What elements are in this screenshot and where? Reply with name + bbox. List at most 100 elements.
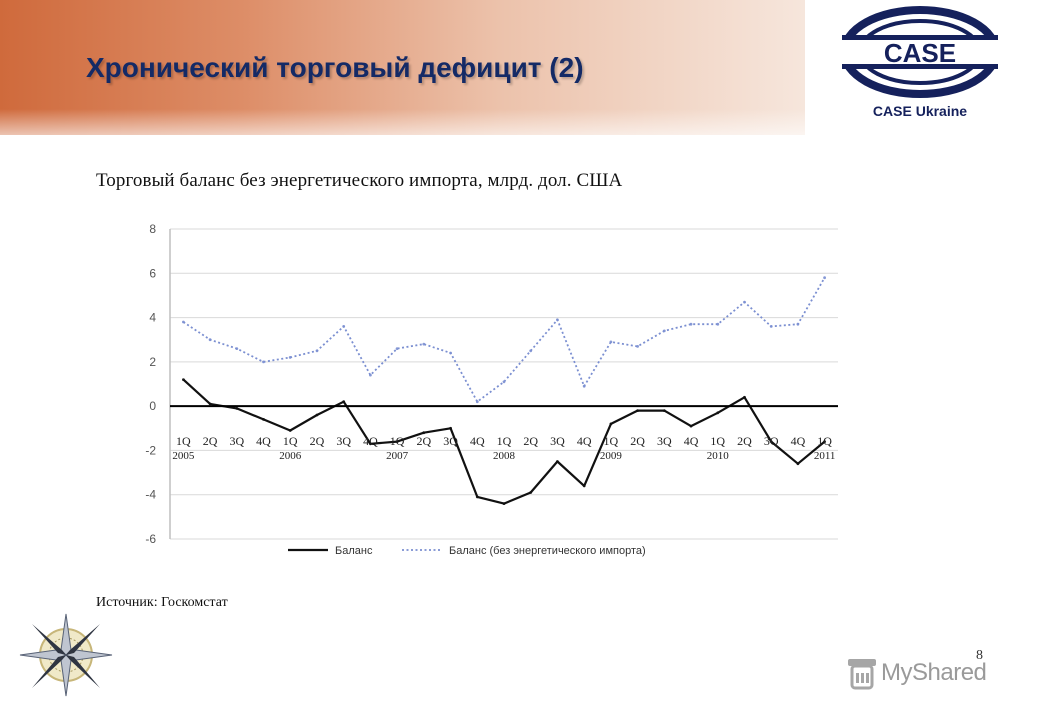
data-point bbox=[716, 411, 720, 415]
series-layer bbox=[182, 276, 826, 505]
line-chart: 8 6 4 2 0 -2 -4 -6 1Q 2005 2Q 3Q 4Q 1Q 2006 2Q 3Q 4Q 1Q 20… bbox=[145, 222, 838, 557]
data-point bbox=[262, 418, 265, 421]
x-tick-label: 4Q bbox=[577, 434, 592, 448]
compass-rose-icon bbox=[19, 613, 113, 697]
x-tick-label: 3Q bbox=[657, 434, 672, 448]
x-tick-label: 1Q bbox=[497, 434, 512, 448]
y-tick-label: -2 bbox=[145, 443, 156, 457]
data-point bbox=[609, 340, 613, 344]
x-tick-label: 1Q bbox=[390, 434, 405, 448]
data-point bbox=[823, 440, 826, 443]
data-point bbox=[182, 378, 185, 381]
data-point bbox=[235, 407, 239, 410]
data-point bbox=[796, 462, 800, 466]
x-axis-ticks: 1Q 2005 2Q 3Q 4Q 1Q 2006 2Q 3Q 4Q 1Q 2007 2Q 3Q 4Q 1Q 20… bbox=[170, 405, 838, 462]
data-point bbox=[743, 395, 746, 399]
data-point bbox=[662, 409, 666, 412]
data-point bbox=[235, 347, 239, 350]
data-point bbox=[315, 413, 319, 417]
x-year-label: 2007 bbox=[386, 450, 409, 462]
header-band bbox=[0, 0, 805, 135]
case-logo: CASE CASE Ukraine bbox=[805, 0, 1040, 135]
x-year-label: 2005 bbox=[172, 450, 195, 462]
data-point bbox=[769, 440, 773, 443]
x-tick-label: 2Q bbox=[203, 434, 218, 448]
data-point bbox=[502, 502, 506, 505]
x-tick-label: 1Q bbox=[817, 434, 832, 448]
legend-label: Баланс bbox=[335, 545, 373, 557]
x-tick-label: 3Q bbox=[764, 434, 779, 448]
x-tick-label: 4Q bbox=[470, 434, 485, 448]
data-point bbox=[716, 322, 720, 326]
logo-caption: CASE Ukraine bbox=[873, 103, 967, 119]
x-tick-label: 1Q bbox=[283, 434, 298, 448]
chart-title: Торговый баланс без энергетического импо… bbox=[96, 170, 623, 191]
x-tick-label: 3Q bbox=[229, 434, 244, 448]
x-year-label: 2009 bbox=[600, 450, 623, 462]
x-tick-label: 2Q bbox=[737, 434, 752, 448]
data-point bbox=[342, 400, 346, 404]
data-point bbox=[342, 325, 346, 328]
data-point bbox=[743, 300, 746, 304]
data-point bbox=[422, 342, 426, 346]
data-point bbox=[315, 349, 319, 353]
logo-wordmark: CASE bbox=[884, 38, 956, 68]
gridlines bbox=[170, 228, 838, 540]
slide-title: Хронический торговый дефицит (2) bbox=[86, 52, 584, 83]
legend-label: Баланс (без энергетического импорта) bbox=[449, 545, 646, 557]
data-point bbox=[689, 322, 693, 326]
data-point bbox=[636, 409, 639, 412]
data-point bbox=[422, 431, 426, 435]
data-point bbox=[823, 276, 826, 280]
data-point bbox=[796, 322, 800, 326]
data-point bbox=[208, 338, 212, 342]
x-tick-label: 4Q bbox=[684, 434, 699, 448]
data-point bbox=[636, 345, 639, 348]
data-point bbox=[449, 426, 452, 430]
y-tick-label: 8 bbox=[149, 222, 156, 236]
y-tick-label: -6 bbox=[145, 532, 156, 546]
data-point bbox=[369, 373, 372, 377]
x-tick-label: 3Q bbox=[550, 434, 565, 448]
data-point bbox=[689, 424, 693, 428]
x-year-label: 2008 bbox=[493, 450, 516, 462]
x-tick-label: 1Q bbox=[604, 434, 619, 448]
data-point bbox=[502, 380, 506, 384]
x-tick-label: 4Q bbox=[363, 434, 378, 448]
data-point bbox=[288, 356, 292, 359]
y-axis: 8 6 4 2 0 -2 -4 -6 bbox=[145, 222, 171, 546]
lab-flask-icon bbox=[848, 659, 876, 690]
y-tick-label: 6 bbox=[149, 266, 156, 280]
data-point bbox=[582, 384, 586, 388]
x-tick-label: 4Q bbox=[256, 434, 271, 448]
data-point bbox=[182, 320, 185, 324]
x-tick-label: 2Q bbox=[630, 434, 645, 448]
x-tick-label: 2Q bbox=[310, 434, 325, 448]
data-point bbox=[449, 351, 452, 355]
data-point bbox=[262, 360, 265, 364]
y-tick-label: -4 bbox=[145, 488, 156, 502]
x-tick-label: 1Q bbox=[176, 434, 191, 448]
data-point bbox=[529, 491, 533, 494]
x-year-label: 2006 bbox=[279, 450, 302, 462]
x-tick-label: 3Q bbox=[336, 434, 351, 448]
y-tick-label: 4 bbox=[149, 311, 156, 325]
y-tick-label: 0 bbox=[149, 399, 156, 413]
legend: Баланс Баланс (без энергетического импорт… bbox=[288, 545, 646, 557]
watermark-text: MyShared bbox=[881, 659, 987, 686]
data-point bbox=[475, 400, 479, 404]
data-point bbox=[529, 349, 533, 353]
data-point bbox=[395, 440, 399, 443]
x-year-label: 2011 bbox=[814, 450, 836, 462]
data-point bbox=[609, 422, 613, 426]
x-tick-label: 3Q bbox=[443, 434, 458, 448]
data-point bbox=[395, 347, 399, 350]
data-point bbox=[208, 402, 212, 406]
x-tick-label: 1Q bbox=[710, 434, 725, 448]
x-tick-label: 4Q bbox=[791, 434, 806, 448]
x-tick-label: 2Q bbox=[523, 434, 538, 448]
data-point bbox=[582, 484, 586, 488]
myshared-watermark: MyShared bbox=[845, 655, 1010, 695]
x-tick-label: 2Q bbox=[417, 434, 432, 448]
data-point bbox=[369, 442, 372, 446]
